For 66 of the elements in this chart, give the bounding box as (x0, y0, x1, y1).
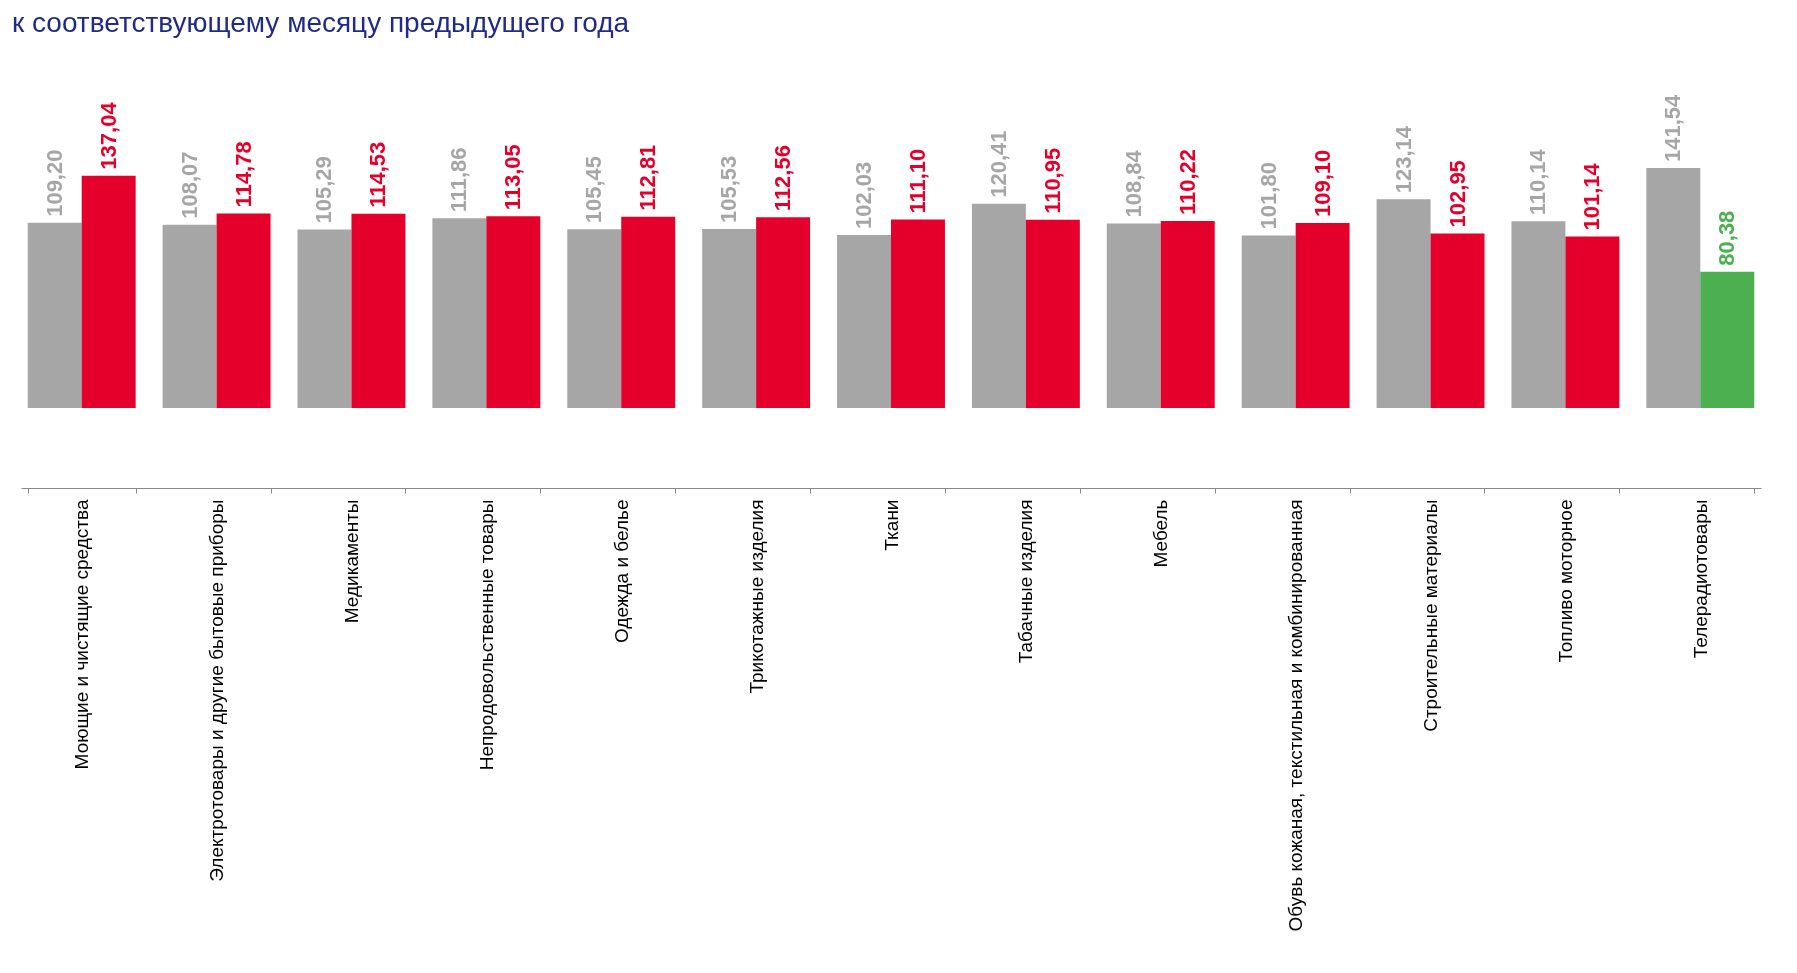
chart-title: к соответствующему месяцу предыдущего года (12, 7, 630, 38)
bar (81, 175, 136, 408)
data-label: 105,53 (716, 155, 742, 224)
data-label: 80,38 (1714, 210, 1740, 266)
bar (621, 216, 676, 408)
data-label: 113,05 (500, 144, 526, 211)
data-label: 110,95 (1039, 147, 1065, 214)
x-tick-label: Медикаменты (340, 499, 362, 624)
bar (162, 224, 217, 408)
bar (1511, 221, 1566, 408)
data-label: 105,29 (311, 156, 337, 224)
bar (1646, 168, 1701, 408)
x-tick-label: Топливо моторное (1554, 499, 1576, 663)
data-label: 102,95 (1444, 160, 1470, 228)
x-tick-label: Одежда и белье (610, 499, 632, 643)
data-label: 120,41 (985, 130, 1011, 198)
data-label: 114,78 (230, 141, 256, 208)
x-tick-label: Телерадиотовары (1689, 499, 1711, 659)
x-tick-label: Моющие и чистящие средства (71, 499, 93, 770)
data-label: 101,80 (1255, 162, 1281, 230)
data-label: 137,04 (95, 101, 121, 170)
bar (1565, 236, 1620, 408)
data-label: 110,22 (1174, 149, 1200, 216)
bar (891, 219, 945, 408)
x-tick-label: Ткани (880, 499, 902, 551)
bar (486, 216, 541, 408)
x-tick-label: Электротовары и другие бытовые приборы (206, 499, 228, 882)
data-label: 114,53 (365, 141, 391, 208)
bar (351, 213, 406, 408)
data-label: 109,10 (1309, 149, 1335, 218)
bar (837, 234, 891, 408)
data-label: 112,56 (770, 145, 796, 212)
bar (1106, 223, 1161, 408)
data-label: 108,84 (1120, 149, 1146, 218)
bar (216, 213, 271, 408)
bar (971, 203, 1026, 408)
data-label: 111,86 (446, 147, 472, 213)
bar (1295, 223, 1350, 408)
bar (1160, 221, 1215, 408)
data-label: 141,54 (1660, 93, 1686, 162)
data-label: 112,81 (635, 144, 661, 211)
bar (1430, 233, 1485, 408)
data-label: 101,14 (1579, 162, 1605, 231)
bar (1025, 219, 1080, 408)
bar (1700, 271, 1755, 408)
x-tick-label: Мебель (1150, 499, 1172, 568)
bar (1241, 235, 1296, 408)
bar (27, 222, 82, 408)
x-tick-label: Непродовольственные товары (475, 499, 497, 771)
x-tick-label: Строительные материалы (1420, 499, 1442, 732)
bar (297, 229, 352, 408)
data-label: 110,14 (1525, 148, 1551, 216)
data-label: 108,07 (176, 151, 202, 219)
bar (432, 218, 487, 408)
data-label: 111,10 (904, 148, 930, 214)
data-label: 102,03 (851, 161, 877, 229)
x-tick-label: Трикотажные изделия (745, 499, 767, 694)
bar (756, 217, 811, 408)
x-tick-label: Табачные изделия (1015, 499, 1037, 664)
data-label: 109,20 (41, 149, 67, 217)
x-tick-label: Обувь кожаная, текстильная и комбинированная (1285, 499, 1307, 932)
bar (567, 229, 622, 408)
bar (702, 229, 757, 408)
data-label: 123,14 (1390, 125, 1416, 194)
data-label: 105,45 (581, 155, 607, 224)
bar (1376, 199, 1431, 408)
